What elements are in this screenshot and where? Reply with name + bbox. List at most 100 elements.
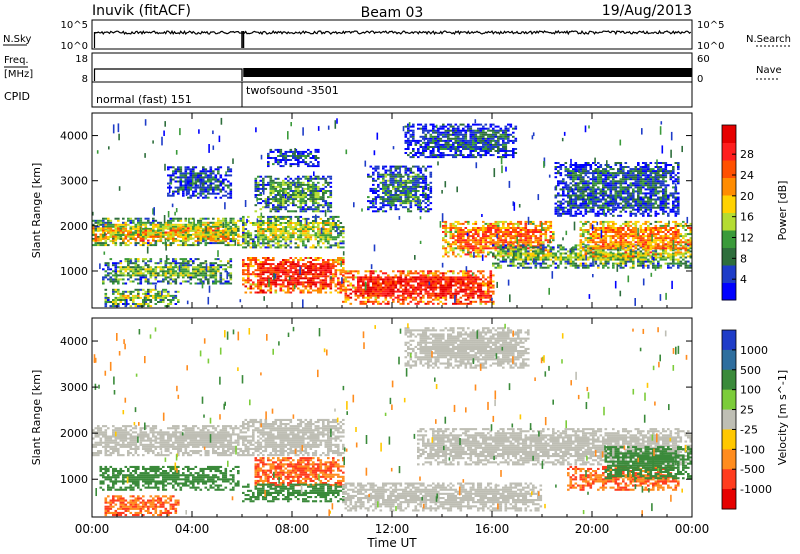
- data-cell: [212, 270, 215, 273]
- data-cell: [489, 290, 493, 293]
- data-cell: [487, 231, 490, 233]
- data-cell: [119, 260, 123, 263]
- data-cell: [424, 210, 428, 213]
- data-cell: [132, 233, 135, 236]
- data-cell: [454, 290, 458, 293]
- data-cell: [134, 262, 138, 265]
- data-cell: [459, 296, 463, 299]
- data-cell: [274, 157, 278, 159]
- data-cell: [329, 236, 333, 239]
- data-cell: [314, 269, 318, 272]
- data-cell: [299, 202, 303, 205]
- data-cell: [284, 232, 288, 235]
- data-cell: [282, 271, 285, 274]
- data-cell: [444, 229, 448, 231]
- data-cell: [292, 202, 295, 205]
- data-cell: [372, 167, 375, 170]
- data-cell: [117, 225, 120, 228]
- data-cell: [204, 278, 208, 281]
- data-cell: [319, 269, 323, 272]
- data-cell: [457, 247, 460, 250]
- data-cell: [174, 264, 178, 267]
- data-cell: [217, 270, 220, 273]
- data-cell: [302, 244, 305, 247]
- data-cell: [327, 204, 330, 207]
- data-cell: [322, 273, 325, 276]
- data-cell: [194, 190, 198, 193]
- data-cell: [159, 260, 163, 263]
- data-cell: [497, 141, 500, 144]
- data-cell: [117, 296, 120, 299]
- data-cell: [392, 187, 395, 190]
- data-cell: [342, 228, 345, 231]
- data-cell: [314, 232, 318, 235]
- data-cell: [137, 233, 140, 236]
- data-cell: [289, 281, 293, 284]
- data-cell: [214, 233, 218, 236]
- data-cell: [144, 217, 148, 220]
- data-cell: [109, 301, 113, 303]
- data-cell: [274, 289, 278, 292]
- data-cell: [422, 282, 425, 285]
- data-cell: [462, 139, 465, 142]
- data-cell: [287, 289, 290, 292]
- data-cell: [409, 125, 413, 128]
- data-cell: [289, 181, 293, 184]
- data-cell: [414, 270, 418, 273]
- data-cell: [284, 192, 288, 194]
- data-cell: [442, 290, 445, 293]
- data-cell: [189, 278, 193, 281]
- data-cell: [329, 283, 333, 286]
- data-cell: [229, 190, 233, 193]
- data-cell: [294, 196, 298, 199]
- data-cell: [184, 225, 188, 228]
- data-cell: [202, 270, 205, 273]
- data-cell: [462, 249, 465, 252]
- data-cell: [207, 234, 210, 236]
- data-cell: [442, 272, 445, 275]
- data-cell: [372, 286, 375, 289]
- data-cell: [204, 186, 208, 189]
- data-cell: [184, 219, 188, 222]
- data-cell: [484, 137, 488, 140]
- data-cell: [484, 302, 488, 305]
- data-cell: [254, 185, 258, 188]
- data-cell: [107, 219, 110, 222]
- data-cell: [419, 194, 423, 196]
- data-cell: [284, 206, 288, 209]
- data-cell: [312, 157, 315, 159]
- data-cell: [149, 223, 153, 226]
- data-cell: [249, 283, 253, 286]
- data-cell: [407, 123, 410, 126]
- data-cell: [207, 237, 210, 240]
- data-cell: [452, 222, 455, 225]
- freq-line-normal: [93, 68, 243, 81]
- data-cell: [437, 274, 440, 277]
- data-cell: [337, 279, 340, 282]
- data-cell: [257, 285, 260, 288]
- data-cell: [137, 229, 140, 232]
- data-cell: [307, 206, 310, 209]
- data-cell: [229, 188, 233, 191]
- data-cell: [264, 246, 268, 249]
- data-cell: [109, 221, 113, 224]
- data-cell: [304, 208, 308, 211]
- data-cell: [407, 280, 410, 283]
- data-cell: [137, 294, 140, 297]
- data-cell: [467, 141, 470, 144]
- data-cell: [117, 299, 120, 301]
- data-cell: [104, 292, 108, 295]
- data-cell: [442, 296, 445, 299]
- data-cell: [242, 283, 245, 286]
- data-cell: [484, 227, 488, 229]
- data-cell: [107, 227, 110, 230]
- data-cell: [374, 290, 378, 293]
- data-cell: [339, 287, 343, 290]
- data-cell: [409, 169, 413, 172]
- data-cell: [482, 237, 485, 240]
- data-cell: [217, 180, 220, 183]
- data-cell: [317, 202, 320, 205]
- data-cell: [304, 257, 308, 259]
- data-cell: [427, 282, 430, 285]
- data-cell: [444, 296, 448, 299]
